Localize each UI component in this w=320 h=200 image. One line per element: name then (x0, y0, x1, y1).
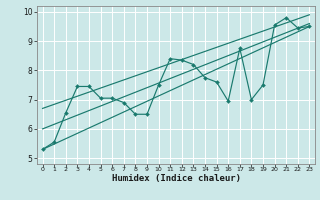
X-axis label: Humidex (Indice chaleur): Humidex (Indice chaleur) (111, 174, 241, 183)
